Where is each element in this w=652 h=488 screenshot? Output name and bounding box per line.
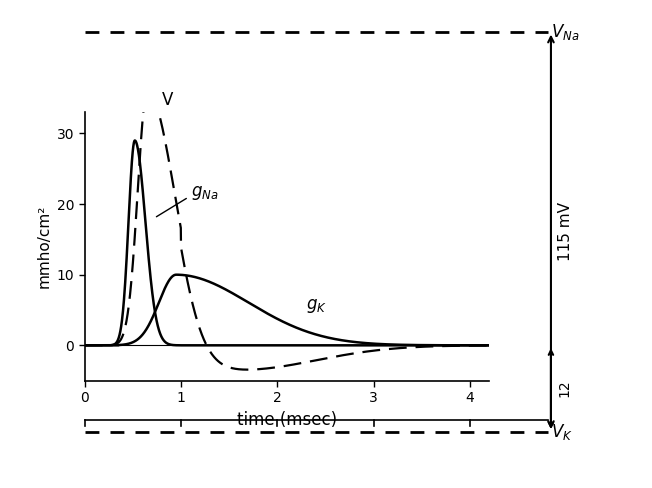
Text: $g_{K}$: $g_{K}$ bbox=[306, 298, 327, 315]
Text: $g_{Na}$: $g_{Na}$ bbox=[190, 184, 218, 203]
Text: $V_{Na}$: $V_{Na}$ bbox=[551, 22, 580, 41]
X-axis label: time (msec): time (msec) bbox=[237, 410, 337, 428]
Text: $V_{K}$: $V_{K}$ bbox=[551, 422, 572, 442]
Y-axis label: mmho/cm²: mmho/cm² bbox=[36, 205, 51, 288]
Text: 12: 12 bbox=[557, 380, 571, 397]
Text: 115 mV: 115 mV bbox=[557, 203, 573, 261]
Text: V: V bbox=[162, 91, 173, 109]
